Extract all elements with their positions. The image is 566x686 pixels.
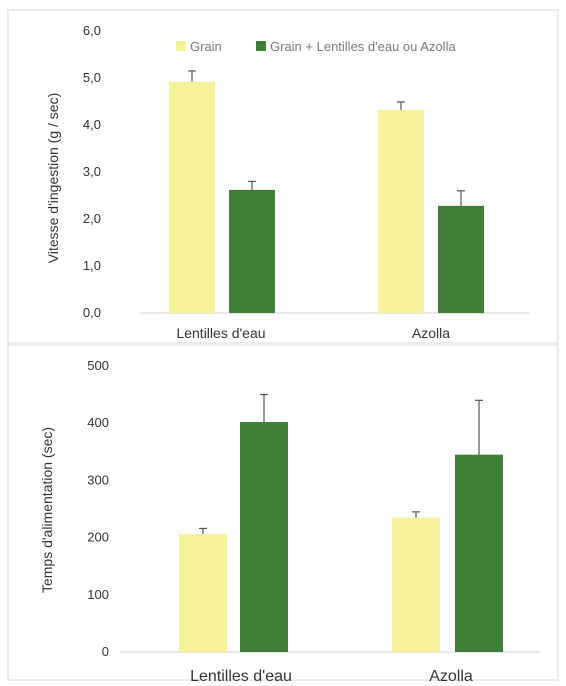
top-bar (378, 109, 424, 314)
legend-label-grain-plus: Grain + Lentilles d'eau ou Azolla (270, 39, 456, 54)
top-y-tick-label: 5,0 (83, 70, 101, 85)
top-bar (438, 205, 484, 313)
legend-swatch-grain (176, 41, 186, 51)
bottom-error-bar (412, 511, 420, 518)
top-y-axis-label: Vitesse d'ingestion (g / sec) (45, 93, 61, 264)
bottom-y-axis-label: Temps d'alimentation (sec) (39, 427, 55, 593)
bottom-error-bar (199, 527, 207, 535)
bottom-bar (179, 534, 227, 652)
top-y-tick-label: 1,0 (83, 258, 101, 273)
bottom-y-tick-label: 200 (87, 530, 109, 545)
bottom-bar (455, 454, 503, 652)
bottom-y-tick-label: 100 (87, 587, 109, 602)
bottom-bar (240, 422, 288, 652)
top-error-bar (248, 180, 256, 190)
top-y-tick-label: 4,0 (83, 117, 101, 132)
bottom-y-tick-label: 500 (87, 358, 109, 373)
bottom-category-label: Azolla (429, 668, 473, 685)
legend-label-grain: Grain (190, 39, 222, 54)
top-y-tick-label: 6,0 (83, 23, 101, 38)
top-bar (169, 81, 215, 313)
top-error-bar (188, 70, 196, 82)
ingestion-rate-chart: 0,0 1,0 2,0 3,0 4,0 5,0 6,0 Lentilles d'eau Azol… (83, 23, 530, 341)
bottom-y-tick-label: 0 (102, 644, 109, 659)
bottom-bar (392, 517, 440, 652)
bottom-chart-frame (7, 344, 559, 681)
top-category-label: Lentilles d'eau (176, 325, 265, 341)
top-bar (229, 189, 275, 313)
top-y-tick-label: 2,0 (83, 211, 101, 226)
legend: Grain Grain + Lentilles d'eau ou Azolla (176, 39, 456, 54)
top-category-label: Azolla (412, 325, 450, 341)
top-y-tick-label: 0,0 (83, 305, 101, 320)
feeding-time-chart: 0 100 200 300 400 500 Lentilles d'eau Azolla (87, 358, 540, 685)
bottom-category-label: Lentilles d'eau (190, 668, 292, 685)
bottom-y-tick-label: 400 (87, 415, 109, 430)
top-y-tick-label: 3,0 (83, 164, 101, 179)
bottom-error-bar (260, 394, 268, 423)
top-error-bar (397, 101, 405, 110)
bottom-y-tick-label: 300 (87, 472, 109, 487)
top-chart-frame (7, 9, 559, 344)
top-error-bar (457, 190, 465, 206)
bottom-error-bar (475, 399, 483, 455)
legend-swatch-grain-plus (256, 41, 266, 51)
